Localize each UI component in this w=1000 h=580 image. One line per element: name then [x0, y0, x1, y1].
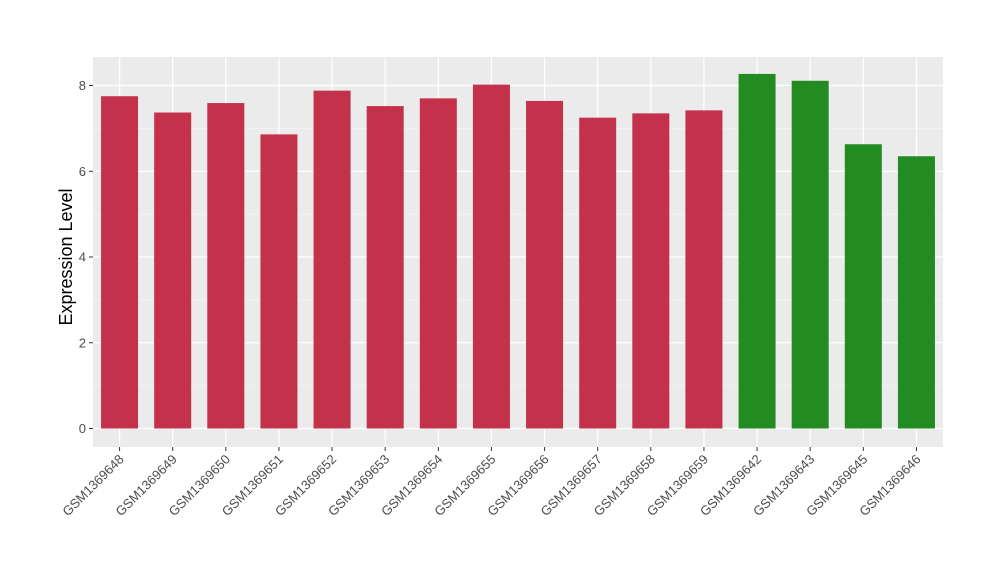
y-tick-label: 8 [79, 78, 86, 93]
bar-GSM1369645 [844, 144, 882, 429]
bar-GSM1369649 [154, 112, 192, 429]
y-tick-label: 4 [79, 250, 86, 265]
y-axis-title: Expression Level [56, 188, 76, 325]
bar-GSM1369659 [685, 110, 723, 429]
y-axis: 0 2 4 6 8 [79, 78, 93, 436]
bar-GSM1369642 [738, 73, 776, 429]
y-tick-label: 6 [79, 164, 86, 179]
bars [101, 73, 935, 429]
y-tick-label: 0 [79, 421, 86, 436]
bar-GSM1369654 [419, 98, 457, 429]
bar-GSM1369643 [791, 80, 829, 429]
bar-GSM1369658 [632, 113, 670, 429]
bar-GSM1369650 [207, 103, 245, 429]
y-tick-label: 2 [79, 335, 86, 350]
bar-GSM1369653 [366, 106, 404, 429]
bar-GSM1369656 [526, 100, 564, 429]
x-axis: GSM1369648GSM1369649GSM1369650GSM1369651… [59, 447, 924, 519]
bar-GSM1369655 [472, 84, 510, 429]
bar-GSM1369651 [260, 134, 298, 429]
bar-GSM1369657 [579, 117, 617, 429]
bar-GSM1369652 [313, 90, 351, 429]
bar-GSM1369648 [101, 96, 139, 429]
bar-GSM1369646 [897, 156, 935, 429]
